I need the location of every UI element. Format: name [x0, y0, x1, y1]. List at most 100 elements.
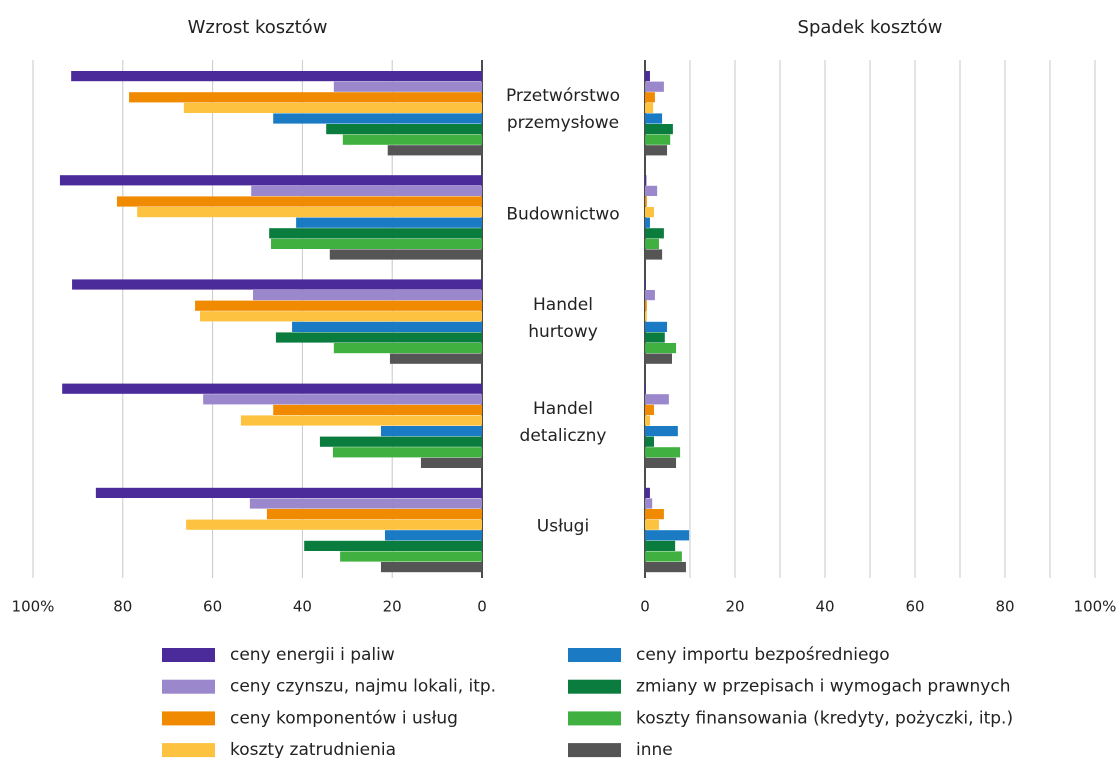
- x-tick-label: 40: [815, 598, 834, 616]
- bar: [72, 279, 483, 290]
- bar: [645, 196, 647, 207]
- bar: [292, 321, 482, 332]
- bar: [342, 134, 482, 145]
- bar: [645, 343, 677, 354]
- bar: [645, 81, 664, 92]
- bar: [645, 249, 663, 260]
- bar: [645, 383, 646, 394]
- bar: [645, 509, 664, 520]
- bar: [249, 498, 482, 509]
- bar: [645, 207, 654, 218]
- legend-label: inne: [636, 740, 673, 758]
- bar: [645, 238, 659, 249]
- bar: [645, 498, 653, 509]
- category-label: Budownictwo: [506, 204, 620, 225]
- bar: [195, 300, 483, 311]
- bar: [645, 551, 682, 562]
- legend-swatch: [568, 711, 621, 726]
- bar: [296, 217, 482, 228]
- panel-title: Spadek kosztów: [798, 17, 943, 38]
- bar: [270, 238, 482, 249]
- bar: [645, 487, 650, 498]
- bar: [645, 457, 677, 468]
- bar: [71, 71, 482, 82]
- legend-swatch: [568, 679, 621, 694]
- bar: [304, 540, 482, 551]
- x-tick-label: 20: [725, 598, 744, 616]
- bar: [645, 124, 673, 135]
- bar: [273, 113, 482, 124]
- bar: [645, 300, 647, 311]
- bar: [266, 509, 482, 520]
- bar: [251, 185, 482, 196]
- legend-swatch: [162, 648, 215, 662]
- legend-swatch: [162, 743, 215, 758]
- bar: [183, 102, 482, 113]
- bar: [95, 487, 483, 498]
- bar: [645, 175, 647, 186]
- bar: [645, 290, 655, 301]
- legend-label: zmiany w przepisach i wymogach prawnych: [636, 677, 1011, 697]
- x-tick-label: 20: [383, 598, 402, 616]
- legend-label: koszty zatrudnienia: [230, 740, 396, 758]
- legend-swatch: [568, 648, 621, 662]
- bar: [645, 185, 658, 196]
- bar: [645, 332, 665, 343]
- x-tick-label: 100%: [1074, 598, 1117, 616]
- bar: [200, 311, 482, 322]
- bar: [645, 426, 678, 437]
- bar: [645, 113, 663, 124]
- bar: [62, 383, 483, 394]
- category-label: Handel hurtowy: [528, 294, 598, 342]
- legend-label: ceny komponentów i usług: [230, 708, 458, 728]
- bar: [319, 436, 482, 447]
- bar: [240, 415, 482, 426]
- legend-label: ceny czynszu, najmu lokali, itp.: [230, 677, 496, 697]
- bar: [59, 175, 482, 186]
- bar: [645, 311, 647, 322]
- bar: [385, 530, 482, 541]
- x-tick-label: 80: [995, 598, 1014, 616]
- bar: [420, 457, 482, 468]
- x-tick-label: 60: [203, 598, 222, 616]
- bar: [645, 404, 654, 415]
- bar: [645, 321, 668, 332]
- legend-swatch: [162, 711, 215, 726]
- bar: [645, 530, 690, 541]
- bar: [645, 394, 669, 405]
- legend-label: koszty finansowania (kredyty, pożyczki, …: [636, 708, 1013, 728]
- bar: [380, 562, 482, 573]
- category-label: Przetwórstwo przemysłowe: [505, 86, 621, 134]
- bar: [333, 343, 482, 354]
- bar: [269, 228, 482, 239]
- bar: [645, 519, 659, 530]
- bar: [129, 92, 482, 103]
- legend-label: ceny importu bezpośredniego: [636, 645, 890, 665]
- x-tick-label: 100%: [12, 598, 55, 616]
- bar: [645, 71, 650, 82]
- bar: [645, 217, 650, 228]
- panel-title: Wzrost kosztów: [188, 17, 328, 38]
- bar: [645, 562, 686, 573]
- bar: [329, 249, 482, 260]
- bar: [203, 394, 482, 405]
- bar: [116, 196, 482, 207]
- bar: [645, 353, 672, 364]
- x-tick-label: 40: [293, 598, 312, 616]
- legend-swatch: [162, 679, 215, 694]
- bar: [340, 551, 482, 562]
- bar: [645, 436, 654, 447]
- bar: [275, 332, 482, 343]
- bar: [645, 540, 676, 551]
- bar: [645, 134, 671, 145]
- category-label: Usługi: [536, 516, 590, 537]
- bar: [186, 519, 482, 530]
- bar: [389, 353, 482, 364]
- bar: [645, 145, 668, 156]
- bar: [380, 426, 482, 437]
- bar: [645, 447, 681, 458]
- legend-label: ceny energii i paliw: [230, 645, 395, 665]
- x-tick-label: 0: [477, 598, 487, 616]
